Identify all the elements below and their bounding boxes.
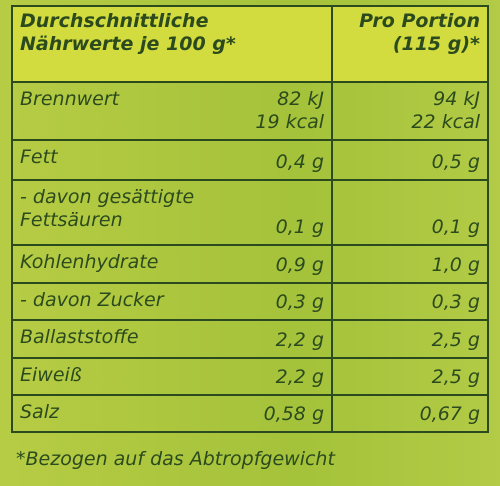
rule — [12, 139, 488, 141]
row-label: Ballaststoffe — [20, 326, 270, 349]
row-label: Eiweiß — [20, 364, 270, 387]
value-100g: 2,2 g — [162, 366, 324, 389]
text-line: - davon Zucker — [20, 289, 164, 311]
rule — [12, 244, 488, 246]
rule — [12, 5, 488, 7]
rule — [12, 81, 488, 83]
value-100g: 0,58 g — [162, 403, 324, 426]
text-line: Fett — [20, 146, 58, 168]
value-100g: 0,1 g — [162, 216, 324, 239]
header-left: Durchschnittliche Nährwerte je 100 g* — [20, 10, 320, 56]
rule — [487, 5, 489, 433]
row-label: Brennwert — [20, 88, 270, 111]
header-right: Pro Portion (115 g)* — [338, 10, 480, 56]
text-line: 19 kcal — [255, 111, 324, 133]
text-line: 0,58 g — [263, 403, 324, 425]
text-line: (115 g)* — [392, 33, 480, 55]
value-portion: 0,5 g — [338, 151, 480, 174]
row-label: Fett — [20, 146, 270, 169]
text-line: 22 kcal — [411, 111, 480, 133]
text-line: Eiweiß — [20, 364, 82, 386]
rule — [12, 431, 488, 433]
text-line: 1,0 g — [431, 254, 480, 276]
rule — [12, 357, 488, 359]
rule — [12, 282, 488, 284]
text-line: 94 kJ — [433, 88, 480, 110]
row-label: - davon gesättigte Fettsäuren — [20, 186, 270, 232]
text-line: 0,3 g — [275, 291, 324, 313]
value-portion: 0,3 g — [338, 291, 480, 314]
text-line: 0,9 g — [275, 254, 324, 276]
text-line: Brennwert — [20, 88, 120, 110]
text-line: 82 kJ — [277, 88, 324, 110]
value-100g: 0,4 g — [162, 151, 324, 174]
rule — [12, 319, 488, 321]
value-portion: 2,5 g — [338, 329, 480, 352]
value-100g: 82 kJ 19 kcal — [162, 88, 324, 134]
text-line: 2,5 g — [431, 366, 480, 388]
value-100g: 0,3 g — [162, 291, 324, 314]
text-line: Salz — [20, 401, 59, 423]
text-line: 0,5 g — [431, 151, 480, 173]
text-line: 0,67 g — [419, 403, 480, 425]
header-bg — [12, 6, 488, 82]
text-line: 2,5 g — [431, 329, 480, 351]
rule — [12, 394, 488, 396]
value-100g: 0,9 g — [162, 254, 324, 277]
value-100g: 2,2 g — [162, 329, 324, 352]
text-line: 0,4 g — [275, 151, 324, 173]
text-line: 2,2 g — [275, 329, 324, 351]
text-line: Durchschnittliche — [20, 10, 209, 32]
rule — [11, 5, 13, 433]
text-line: Kohlenhydrate — [20, 251, 159, 273]
row-label: Kohlenhydrate — [20, 251, 270, 274]
value-portion: 0,1 g — [338, 216, 480, 239]
text-line: Nährwerte je 100 g* — [20, 33, 236, 55]
value-portion: 1,0 g — [338, 254, 480, 277]
footnote: *Bezogen auf das Abtropfgewicht — [16, 448, 335, 470]
value-portion: 94 kJ 22 kcal — [338, 88, 480, 134]
value-portion: 0,67 g — [338, 403, 480, 426]
rule — [12, 179, 488, 181]
value-portion: 2,5 g — [338, 366, 480, 389]
text-line: - davon gesättigte — [20, 186, 195, 208]
row-label: - davon Zucker — [20, 289, 270, 312]
rule — [331, 5, 333, 433]
text-line: 2,2 g — [275, 366, 324, 388]
text-line: Fettsäuren — [20, 209, 123, 231]
text-line: 0,1 g — [275, 216, 324, 238]
text-line: Ballaststoffe — [20, 326, 139, 348]
text-line: Pro Portion — [359, 10, 480, 32]
text-line: 0,3 g — [431, 291, 480, 313]
row-label: Salz — [20, 401, 270, 424]
text-line: 0,1 g — [431, 216, 480, 238]
